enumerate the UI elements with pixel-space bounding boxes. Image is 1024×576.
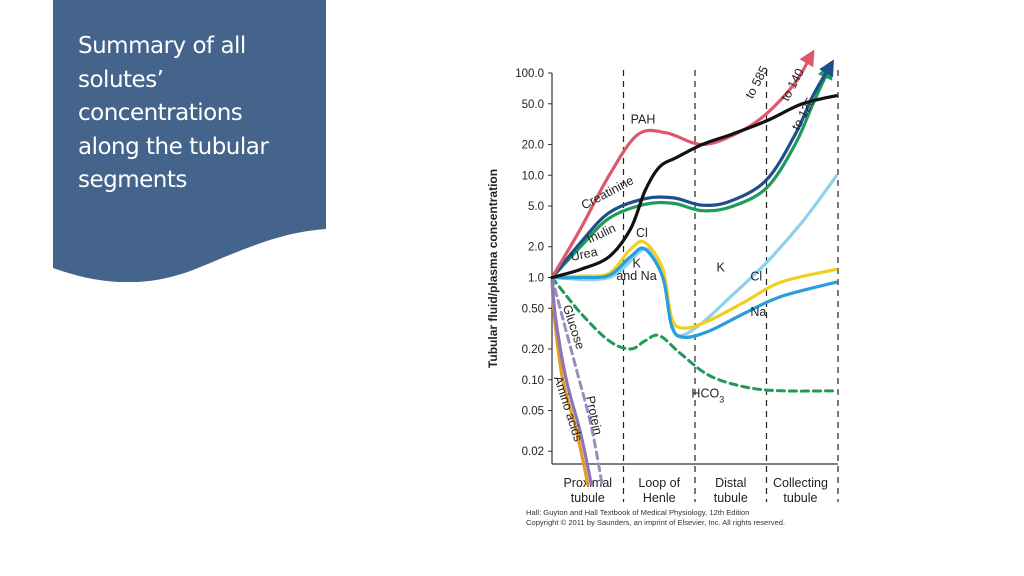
title-panel-shape [53,0,326,282]
slide-title-line: concentrations [78,100,243,126]
annotation-label: K [716,260,725,274]
annotation-label: to 140 [778,66,807,103]
series-line-protein [550,276,604,486]
y-tick-label: 0.50 [522,303,544,315]
credit-line: Hall: Guyton and Hall Textbook of Medica… [526,508,749,517]
y-tick-label: 20.0 [522,139,544,151]
y-tick-label: 0.10 [522,375,544,387]
segment-label: Henle [643,491,676,505]
y-tick-label: 0.02 [522,446,544,458]
chart-svg: 100.0 50.0 20.0 10.0 5.0 2.0 1.0 0.50 0.20 0.10 0.… [486,49,839,527]
annotation-label: Cl [750,270,762,284]
segment-label: Distal [715,476,746,490]
y-tick-label: 0.05 [522,406,544,418]
credit-line: Copyright © 2011 by Saunders, an imprint… [526,518,785,527]
slide-title: Summary of all solutes’ concentrations a… [78,30,318,198]
segment-label: tubule [783,491,817,505]
annotation-label: to 125 [789,95,818,132]
series-line-creatinine [550,59,834,280]
series-line-urea [550,94,838,280]
series-line-hco3 [550,276,838,393]
segment-label: tubule [714,491,748,505]
slide-title-line: solutes’ [78,66,164,93]
annotation-label: Cl [636,226,648,240]
segment-label: Collecting [773,476,828,490]
slide-title-line: segments [78,167,187,193]
annotation-label: HCO3 [691,387,724,405]
y-tick-label: 1.0 [528,273,544,285]
y-tick-label: 0.20 [522,344,544,356]
annotation-label: and Na [616,269,656,283]
annotation-label: K [632,257,641,271]
slide-title-line: along the tubular [78,133,269,160]
y-tick-label: 100.0 [515,68,544,80]
series-line-pah [550,49,815,280]
slide-title-line: Summary of all [78,33,246,59]
y-tick-label: 50.0 [522,99,544,111]
annotation-label: PAH [631,113,656,127]
segment-label: Loop of [638,476,680,490]
series-line-glucose [550,275,593,486]
y-axis-title: Tubular fluid/plasma concentration [486,169,500,368]
y-tick-label: 5.0 [528,201,544,213]
series-line-inulin [550,62,833,280]
annotation-subscript: 3 [719,395,724,405]
annotation-label: Urea [569,245,598,264]
annotation-label: Na [750,305,766,319]
series-line-na [550,246,838,339]
segment-label: tubule [571,491,605,505]
y-tick-label: 2.0 [528,242,544,254]
solute-concentration-chart: 100.0 50.0 20.0 10.0 5.0 2.0 1.0 0.50 0.20 0.10 0.… [480,49,850,530]
title-panel: Summary of all solutes’ concentrations a… [53,0,326,282]
y-tick-label: 10.0 [522,170,544,182]
annotation-label: Protein [583,395,605,437]
